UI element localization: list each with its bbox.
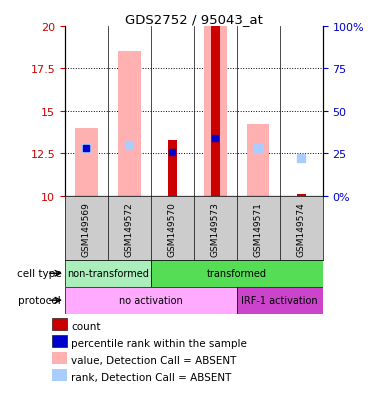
Text: non-transformed: non-transformed: [67, 268, 149, 279]
Bar: [75, 128, 98, 196]
Title: GDS2752 / 95043_at: GDS2752 / 95043_at: [125, 13, 263, 26]
Bar: [52, 369, 67, 382]
Bar: [118, 52, 141, 196]
Bar: [237, 287, 323, 314]
Text: IRF-1 activation: IRF-1 activation: [242, 295, 318, 306]
Text: value, Detection Call = ABSENT: value, Detection Call = ABSENT: [71, 356, 237, 366]
Text: GSM149569: GSM149569: [82, 201, 91, 256]
Text: protocol: protocol: [19, 295, 61, 306]
Text: percentile rank within the sample: percentile rank within the sample: [71, 339, 247, 349]
Text: transformed: transformed: [207, 268, 267, 279]
Bar: [52, 335, 67, 347]
Bar: [151, 260, 323, 287]
Text: no activation: no activation: [119, 295, 183, 306]
Text: GSM149572: GSM149572: [125, 201, 134, 256]
Text: rank, Detection Call = ABSENT: rank, Detection Call = ABSENT: [71, 373, 232, 382]
Bar: [52, 318, 67, 330]
Bar: [247, 125, 269, 196]
Text: GSM149573: GSM149573: [211, 201, 220, 256]
Bar: [168, 140, 177, 196]
Bar: [211, 27, 220, 196]
Bar: [296, 195, 306, 196]
Text: cell type: cell type: [17, 268, 61, 279]
Bar: [65, 260, 151, 287]
Text: GSM149570: GSM149570: [168, 201, 177, 256]
Text: GSM149574: GSM149574: [297, 201, 306, 256]
Text: count: count: [71, 322, 101, 332]
Bar: [204, 27, 227, 196]
Text: GSM149571: GSM149571: [254, 201, 263, 256]
Bar: [65, 287, 237, 314]
Bar: [52, 352, 67, 365]
